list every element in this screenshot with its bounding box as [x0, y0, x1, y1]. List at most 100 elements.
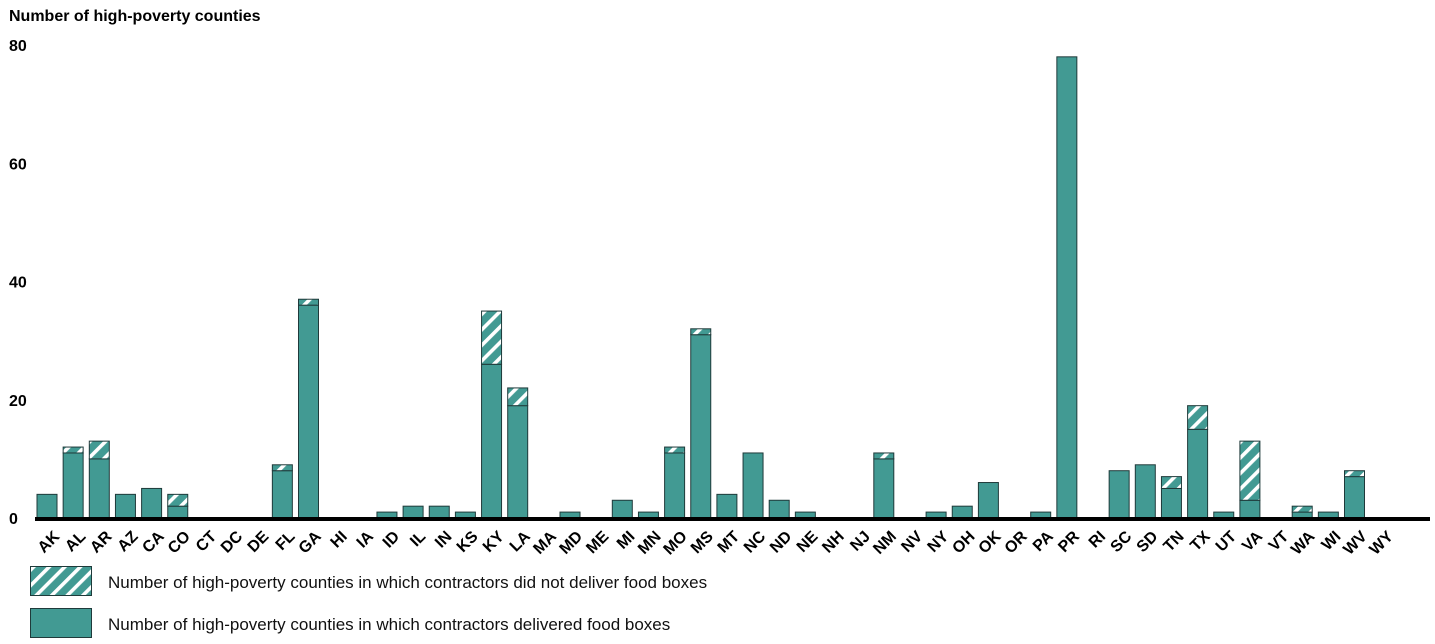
x-tick-label-ak: AK [35, 528, 64, 557]
x-tick-label-wa: WA [1288, 528, 1319, 559]
y-tick-label: 60 [9, 156, 27, 173]
x-tick-label-wy: WY [1367, 528, 1397, 558]
legend-item-not-delivered: Number of high-poverty counties in which… [30, 566, 930, 602]
x-tick-label-me: ME [583, 528, 612, 557]
bar-not-delivered [1291, 505, 1313, 513]
x-tick-label-tn: TN [1161, 528, 1188, 555]
y-tick-label: 80 [9, 38, 27, 55]
bar-group-va [1239, 440, 1261, 519]
x-tick-label-ok: OK [976, 528, 1005, 557]
x-tick-label-fl: FL [273, 528, 299, 554]
x-tick-label-nd: ND [767, 528, 795, 556]
x-tick-label-al: AL [62, 528, 89, 555]
x-tick-label-nc: NC [741, 528, 770, 557]
bar-delivered [690, 334, 712, 519]
bar-not-delivered [1344, 470, 1365, 478]
bar-group-tx [1187, 405, 1209, 519]
bar-delivered [271, 470, 293, 519]
bar-group-mt [716, 493, 738, 519]
bar-delivered [481, 363, 503, 519]
bar-group-al [62, 446, 84, 519]
x-tick-label-ut: UT [1213, 528, 1240, 555]
bar-not-delivered [88, 440, 110, 460]
x-tick-label-sd: SD [1134, 528, 1162, 556]
bar-not-delivered [1239, 440, 1261, 501]
x-tick-label-co: CO [165, 528, 194, 557]
bar-delivered [1134, 464, 1156, 519]
bar-group-nm [873, 452, 895, 519]
bar-group-ms [690, 328, 712, 519]
bar-delivered [873, 458, 895, 519]
bar-group-la [507, 387, 529, 519]
bar-not-delivered [1187, 405, 1209, 430]
bar-group-wv [1344, 470, 1365, 519]
legend-label-not-delivered: Number of high-poverty counties in which… [108, 573, 708, 592]
x-tick-label-ks: KS [454, 528, 482, 556]
x-tick-label-nh: NH [819, 528, 847, 556]
bar-group-sd [1134, 464, 1156, 519]
x-tick-label-ri: RI [1086, 528, 1109, 551]
bar-delivered [88, 458, 110, 519]
bar-delivered [768, 499, 790, 519]
x-tick-label-ga: GA [296, 528, 325, 557]
bar-group-mi [611, 499, 633, 519]
bar-not-delivered [1160, 476, 1182, 489]
y-tick-label: 0 [9, 511, 18, 528]
x-tick-label-ny: NY [925, 528, 953, 556]
bar-group-ca [141, 487, 163, 519]
bar-group-ok [977, 482, 999, 519]
x-tick-label-ct: CT [193, 528, 220, 555]
bar-delivered [664, 452, 686, 519]
x-tick-label-oh: OH [949, 528, 978, 557]
bar-not-delivered [167, 493, 189, 507]
bar-group-in [428, 505, 450, 519]
bar-not-delivered [507, 387, 529, 407]
bar-delivered [298, 304, 319, 519]
bar-group-az [114, 493, 136, 519]
x-tick-label-sc: SC [1108, 528, 1136, 556]
bar-delivered [611, 499, 633, 519]
bar-delivered [507, 405, 529, 519]
x-tick-label-ia: IA [354, 528, 378, 552]
bar-delivered [977, 482, 999, 519]
legend-item-delivered: Number of high-poverty counties in which… [30, 608, 930, 644]
bar-delivered [716, 493, 738, 519]
x-tick-label-mi: MI [614, 528, 639, 553]
bar-delivered [1187, 428, 1209, 519]
hatched-swatch [30, 566, 92, 596]
x-tick-label-vt: VT [1266, 528, 1293, 555]
bar-delivered [62, 452, 84, 519]
x-tick-label-ca: CA [139, 528, 168, 557]
x-tick-label-nv: NV [898, 528, 926, 556]
y-tick-label: 20 [9, 393, 27, 410]
x-tick-label-va: VA [1239, 528, 1266, 555]
x-tick-label-wi: WI [1319, 528, 1345, 554]
x-tick-label-nj: NJ [847, 528, 873, 554]
x-tick-label-nm: NM [870, 528, 900, 558]
bar-group-pr [1056, 56, 1078, 519]
bar-delivered [1108, 470, 1130, 519]
x-tick-label-dc: DC [218, 528, 247, 557]
bar-delivered [951, 505, 973, 519]
x-tick-label-wv: WV [1340, 528, 1370, 558]
x-tick-label-tx: TX [1187, 528, 1214, 555]
bar-not-delivered [873, 452, 895, 460]
bar-group-ga [298, 298, 319, 519]
bar-group-il [402, 505, 424, 519]
bar-not-delivered [298, 298, 319, 306]
bar-delivered [1160, 487, 1182, 519]
bar-group-ar [88, 440, 110, 519]
x-tick-label-mt: MT [715, 528, 744, 557]
x-tick-label-md: MD [557, 528, 587, 558]
bar-delivered [1239, 499, 1261, 519]
bar-delivered [141, 487, 163, 519]
bar-delivered [36, 493, 58, 519]
bar-group-nc [742, 452, 764, 519]
bar-group-co [167, 493, 189, 519]
bar-group-tn [1160, 476, 1182, 519]
x-tick-label-pa: PA [1030, 528, 1057, 555]
x-tick-label-in: IN [432, 528, 455, 551]
x-tick-label-or: OR [1002, 528, 1031, 557]
x-tick-label-mn: MN [635, 528, 665, 558]
